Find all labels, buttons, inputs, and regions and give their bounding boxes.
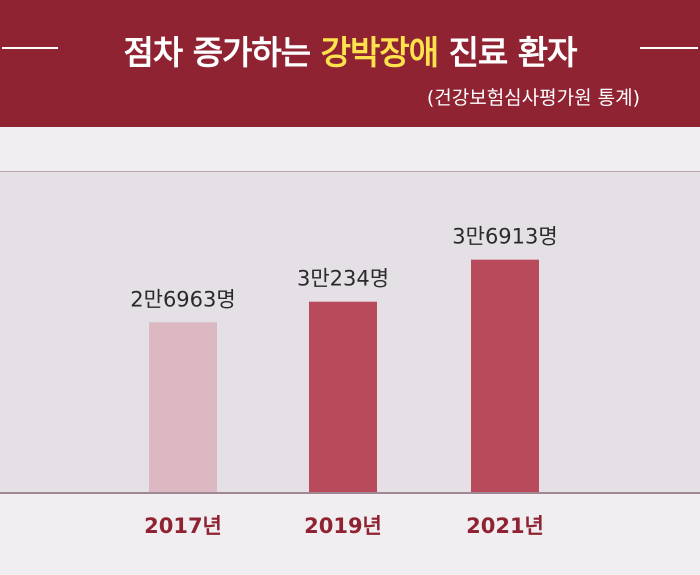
x-tick-label-2: 2019년 [304,514,382,538]
title-part-1: 점차 증가하는 [123,33,321,72]
x-axis-area [0,494,700,575]
title-divider-right [640,47,698,49]
page-title: 점차 증가하는 강박장애 진료 환자 [72,26,628,74]
spacer-band [0,127,700,171]
bar-3 [471,259,539,492]
bar-2 [309,301,377,492]
bar-value-label-2: 3만234명 [297,267,389,291]
x-tick-label-3: 2021년 [466,514,544,538]
title-part-2: 진료 환자 [438,33,578,72]
bar-value-label-3: 3만6913명 [452,225,557,249]
source-note: (건강보험심사평가원 통계) [426,87,640,109]
title-highlight: 강박장애 [320,33,439,72]
bar-1 [149,322,217,492]
x-axis-baseline [0,492,700,494]
header-banner: 점차 증가하는 강박장애 진료 환자 (건강보험심사평가원 통계) [0,0,700,127]
x-tick-label-1: 2017년 [144,514,222,538]
title-row: 점차 증가하는 강박장애 진료 환자 [0,22,700,72]
title-divider-left [2,47,58,49]
bar-value-label-1: 2만6963명 [130,287,235,311]
